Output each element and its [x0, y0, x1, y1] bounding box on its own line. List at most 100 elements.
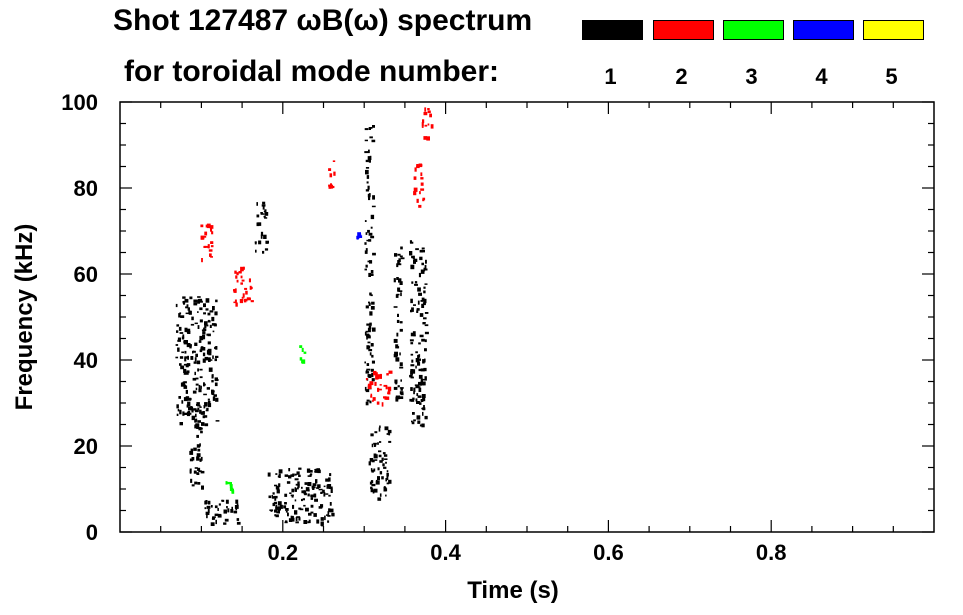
spectrum-mark-mode-1 — [271, 495, 273, 499]
spectrum-mark-mode-2 — [240, 275, 243, 279]
spectrum-mark-mode-1 — [190, 448, 194, 452]
spectrum-mark-mode-2 — [376, 372, 378, 376]
spectrum-mark-mode-1 — [194, 357, 197, 362]
spectrum-mark-mode-1 — [191, 409, 194, 413]
spectrum-mark-mode-1 — [207, 400, 211, 405]
spectrum-mark-mode-1 — [385, 461, 387, 464]
spectrum-mark-mode-1 — [364, 220, 367, 222]
legend-label-mode-3: 3 — [745, 64, 758, 89]
spectrum-mark-mode-2 — [387, 392, 390, 395]
spectrum-mark-mode-1 — [366, 363, 370, 366]
y-tick-label: 20 — [74, 434, 98, 459]
spectrum-mark-mode-1 — [419, 313, 424, 317]
spectrum-mark-mode-1 — [200, 346, 204, 351]
spectrum-mark-mode-1 — [198, 388, 202, 393]
spectrum-mark-mode-1 — [313, 486, 316, 489]
spectrum-mark-mode-1 — [182, 384, 186, 387]
spectrum-mark-mode-1 — [304, 492, 307, 496]
spectrum-mark-mode-1 — [419, 256, 423, 261]
spectrum-mark-mode-1 — [372, 252, 376, 256]
spectrum-mark-mode-1 — [189, 296, 193, 300]
spectrum-mark-mode-2 — [246, 297, 251, 300]
spectrum-mark-mode-1 — [313, 493, 317, 498]
spectrum-mark-mode-2 — [377, 387, 380, 392]
spectrum-mark-mode-1 — [388, 440, 392, 443]
spectrum-mark-mode-1 — [377, 476, 380, 481]
spectrum-mark-mode-1 — [320, 521, 324, 526]
spectrum-mark-mode-1 — [385, 494, 387, 497]
spectrum-mark-mode-1 — [365, 159, 369, 163]
spectrum-mark-mode-1 — [418, 292, 422, 296]
spectrum-mark-mode-2 — [238, 271, 242, 274]
spectrum-mark-mode-1 — [288, 518, 293, 522]
spectrum-mark-mode-1 — [413, 419, 416, 422]
spectrum-mark-mode-1 — [424, 415, 428, 420]
spectrum-mark-mode-1 — [366, 175, 370, 179]
spectrum-mark-mode-1 — [298, 474, 301, 477]
spectrum-mark-mode-1 — [416, 401, 420, 404]
spectrum-mark-mode-1 — [371, 354, 374, 358]
spectrum-mark-mode-1 — [236, 521, 241, 525]
spectrum-mark-mode-1 — [206, 505, 211, 509]
legend-swatch-mode-1 — [582, 20, 643, 40]
spectrum-mark-mode-1 — [409, 251, 413, 256]
spectrum-mark-mode-1 — [371, 360, 375, 364]
spectrum-mark-mode-1 — [424, 264, 427, 270]
spectrum-mark-mode-1 — [185, 396, 190, 398]
spectrum-mark-mode-2 — [370, 393, 373, 397]
spectrum-mark-mode-2 — [367, 384, 372, 390]
spectrum-mark-mode-1 — [217, 514, 222, 518]
spectrum-mark-mode-1 — [260, 231, 264, 237]
spectrum-mark-mode-1 — [204, 423, 209, 427]
spectrum-mark-mode-1 — [369, 292, 372, 296]
spectrum-mark-mode-1 — [384, 458, 388, 460]
spectrum-mark-mode-2 — [386, 373, 389, 376]
spectrum-mark-mode-1 — [398, 278, 400, 283]
spectrum-mark-mode-1 — [417, 386, 421, 388]
spectrum-mark-mode-1 — [202, 334, 206, 340]
spectrum-mark-mode-1 — [274, 514, 276, 517]
spectrum-mark-mode-2 — [427, 108, 430, 111]
spectrum-mark-mode-2 — [379, 388, 382, 391]
spectrum-mark-mode-1 — [183, 397, 188, 402]
spectrum-mark-mode-1 — [421, 394, 426, 398]
spectrum-mark-mode-1 — [386, 433, 389, 435]
spectrum-mark-mode-1 — [419, 334, 424, 338]
spectrum-mark-mode-1 — [200, 427, 203, 430]
spectrum-mark-mode-1 — [412, 412, 415, 415]
spectrum-mark-mode-1 — [199, 458, 202, 462]
spectrum-mark-mode-1 — [291, 488, 295, 493]
spectrum-mark-mode-1 — [410, 353, 414, 356]
spectrum-mark-mode-1 — [264, 248, 269, 251]
spectrum-mark-mode-1 — [256, 214, 260, 218]
spectrum-mark-mode-1 — [187, 307, 190, 311]
spectrum-mark-mode-1 — [190, 478, 193, 483]
spectrum-mark-mode-1 — [199, 406, 202, 408]
spectrum-mark-mode-4 — [357, 234, 360, 239]
spectrum-mark-mode-1 — [189, 458, 194, 462]
spectrum-mark-mode-2 — [209, 225, 213, 228]
spectrum-mark-mode-1 — [377, 467, 380, 471]
spectrum-mark-mode-1 — [410, 376, 414, 379]
spectrum-mark-mode-1 — [203, 328, 207, 331]
spectrum-mark-mode-2 — [234, 299, 237, 303]
legend-label-mode-4: 4 — [815, 64, 828, 89]
spectrum-mark-mode-1 — [397, 287, 401, 292]
spectrum-mark-mode-1 — [183, 368, 187, 373]
spectrum-mark-mode-1 — [196, 404, 200, 406]
spectrum-mark-mode-1 — [265, 240, 269, 244]
spectrum-mark-mode-1 — [424, 358, 426, 363]
spectrum-mark-mode-1 — [371, 372, 374, 378]
spectrum-mark-mode-1 — [324, 515, 326, 521]
spectrum-mark-mode-1 — [409, 374, 413, 378]
spectrum-mark-mode-1 — [322, 489, 325, 493]
spectrum-mark-mode-1 — [395, 344, 399, 349]
spectrum-mark-mode-1 — [191, 316, 194, 321]
spectrum-mark-mode-1 — [190, 356, 194, 360]
spectrum-mark-mode-1 — [368, 239, 372, 242]
spectrum-mark-mode-1 — [184, 412, 188, 415]
spectrum-mark-mode-2 — [201, 258, 203, 263]
spectrum-mark-mode-1 — [420, 399, 424, 402]
spectrum-mark-mode-2 — [375, 375, 380, 380]
spectrum-mark-mode-1 — [417, 358, 421, 361]
